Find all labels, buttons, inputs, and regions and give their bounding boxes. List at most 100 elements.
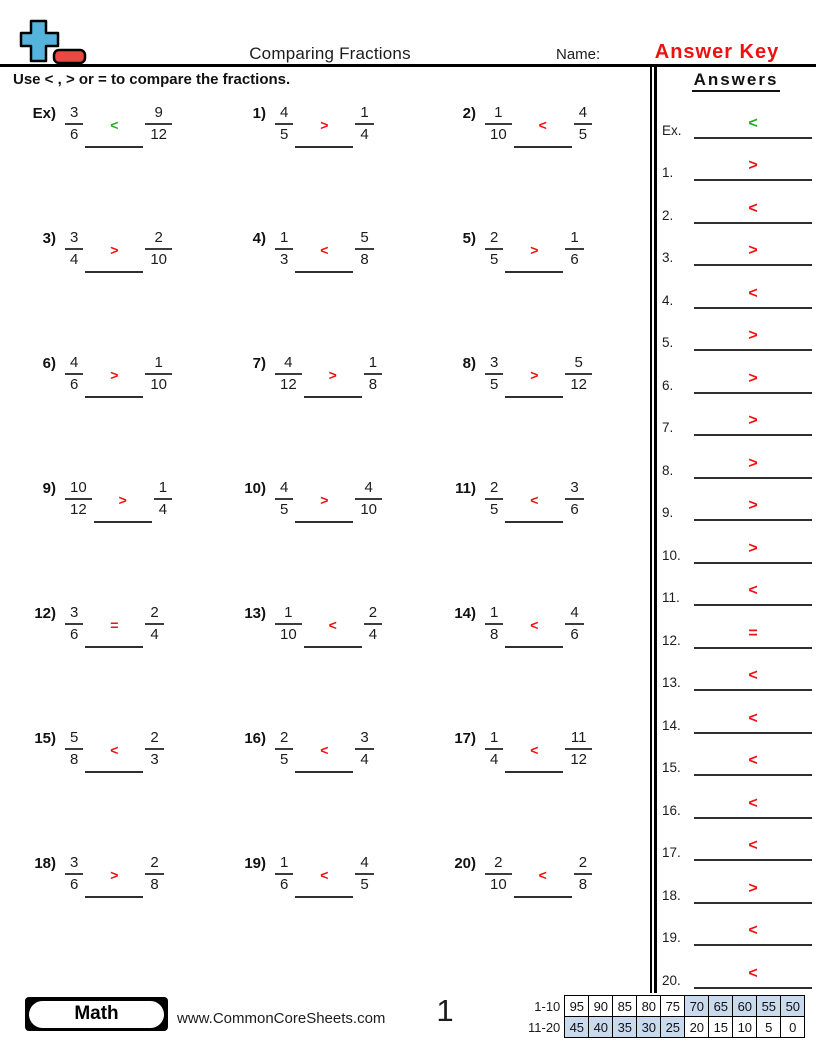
fraction-numerator: 3 <box>70 104 79 121</box>
answer-blank-line: < <box>295 867 354 898</box>
fraction-bar <box>275 873 294 875</box>
fraction-bar <box>573 123 593 125</box>
comparison-symbol: < <box>110 742 119 758</box>
fraction-numerator: 1 <box>280 229 289 246</box>
fraction-right: 2 8 <box>145 854 164 894</box>
fraction-bar <box>275 123 294 125</box>
fraction-denominator: 12 <box>570 751 588 768</box>
fraction-denominator: 5 <box>280 501 289 518</box>
grading-score-cell: 75 <box>660 995 686 1017</box>
fraction-bar <box>145 748 164 750</box>
fraction-right: 11 12 <box>565 729 593 769</box>
fraction-bar <box>565 248 584 250</box>
fraction-bar <box>145 873 164 875</box>
fraction-bar <box>485 248 504 250</box>
answer-symbol: > <box>748 157 758 174</box>
answer-symbol: < <box>748 964 758 982</box>
answer-row: 3. > <box>662 224 812 266</box>
fraction-denominator: 10 <box>490 876 507 893</box>
problem: 7) 4 12 > 1 8 <box>224 348 434 398</box>
grading-score-cell: 5 <box>756 1016 782 1038</box>
fraction-bar <box>355 123 374 125</box>
problem-number-label: 18) <box>34 855 56 872</box>
grading-table-row: 1-10 95 90 85 80 75 70 65 60 55 50 <box>528 995 806 1017</box>
answer-row: 17. < <box>662 819 812 861</box>
fraction-bar <box>565 748 593 750</box>
fraction-bar <box>355 498 383 500</box>
answer-blank-line: < <box>85 117 144 148</box>
fraction-numerator: 3 <box>70 854 79 871</box>
answer-blank-line: > <box>85 867 144 898</box>
grading-score-cell: 40 <box>588 1016 614 1038</box>
answer-row: 7. > <box>662 394 812 436</box>
fraction-numerator: 10 <box>70 479 87 496</box>
fraction-numerator: 2 <box>578 854 588 871</box>
grading-range-label: 1-10 <box>534 998 561 1014</box>
comparison-symbol: < <box>538 867 547 883</box>
fraction-bar <box>355 248 374 250</box>
answers-heading-text: Answers <box>691 70 781 92</box>
fraction-right: 2 10 <box>145 229 173 269</box>
answer-symbol: < <box>748 582 758 599</box>
fraction-numerator: 2 <box>494 854 503 871</box>
fraction-numerator: 4 <box>70 354 79 371</box>
answer-row: 13. < <box>662 649 812 691</box>
comparison-symbol: < <box>320 242 329 258</box>
answer-blank-line: < <box>694 922 812 946</box>
answer-row-label: 6. <box>662 377 674 393</box>
comparison-symbol: < <box>530 617 539 633</box>
grading-score-cell: 80 <box>636 995 662 1017</box>
problem-number-label: 16) <box>244 730 266 747</box>
fraction-right: 9 12 <box>145 104 173 144</box>
fraction-bar <box>485 623 504 625</box>
answer-symbol: < <box>748 284 758 302</box>
answer-blank-line: > <box>694 242 812 266</box>
answer-row: 20. < <box>662 946 812 989</box>
answer-symbol: < <box>748 752 758 769</box>
answer-row: 12. = <box>662 606 812 649</box>
answer-row-label: 3. <box>662 250 674 265</box>
answer-row-label: 20. <box>662 972 681 988</box>
grading-table-body: 1-10 95 90 85 80 75 70 65 60 55 50 11-20 45 40 35 30 25 2… <box>528 995 806 1038</box>
problem: 14) 1 8 < 4 6 <box>434 598 644 648</box>
answer-blank-line: > <box>295 492 354 523</box>
problem-number-label: 4) <box>252 230 266 247</box>
comparison-symbol: < <box>538 117 547 133</box>
answer-symbol: > <box>748 242 758 259</box>
comparison-symbol: < <box>530 492 539 508</box>
fraction-bar <box>145 623 164 625</box>
fraction-numerator: 2 <box>490 479 499 496</box>
fraction-numerator: 2 <box>154 229 163 246</box>
fraction-left: 3 5 <box>485 354 504 394</box>
answer-row-label: 16. <box>662 802 681 818</box>
answer-blank-line: < <box>85 742 144 773</box>
comparison-symbol: < <box>320 867 329 883</box>
answer-symbol: > <box>748 369 758 387</box>
answer-row: 11. < <box>662 564 812 606</box>
fraction-left: 1 8 <box>485 604 504 644</box>
fraction-numerator: 1 <box>570 229 579 246</box>
answer-row: 8. > <box>662 436 812 479</box>
problem: 1) 4 5 > 1 4 <box>224 98 434 148</box>
fraction-right: 5 8 <box>355 229 374 269</box>
fraction-numerator: 1 <box>158 479 168 496</box>
problem-number-label: 8) <box>462 355 476 372</box>
fraction-denominator: 4 <box>158 501 168 518</box>
fraction-bar <box>363 623 383 625</box>
fraction-numerator: 2 <box>150 854 159 871</box>
comparison-symbol: > <box>110 367 119 383</box>
fraction-left: 2 10 <box>485 854 512 894</box>
grading-score-cell: 70 <box>684 995 710 1017</box>
answer-symbol: > <box>748 879 758 897</box>
page-number: 1 <box>436 993 454 1028</box>
answer-row: 2. < <box>662 181 812 224</box>
fraction-right: 1 4 <box>153 479 173 519</box>
fraction-denominator: 10 <box>150 251 168 268</box>
answer-row-label: 9. <box>662 505 674 520</box>
problem-number-label: 15) <box>34 730 56 747</box>
fraction-bar <box>363 373 383 375</box>
answer-symbol: = <box>748 624 758 642</box>
fraction-right: 1 8 <box>363 354 383 394</box>
fraction-numerator: 4 <box>280 104 289 121</box>
fraction-left: 4 5 <box>275 479 294 519</box>
